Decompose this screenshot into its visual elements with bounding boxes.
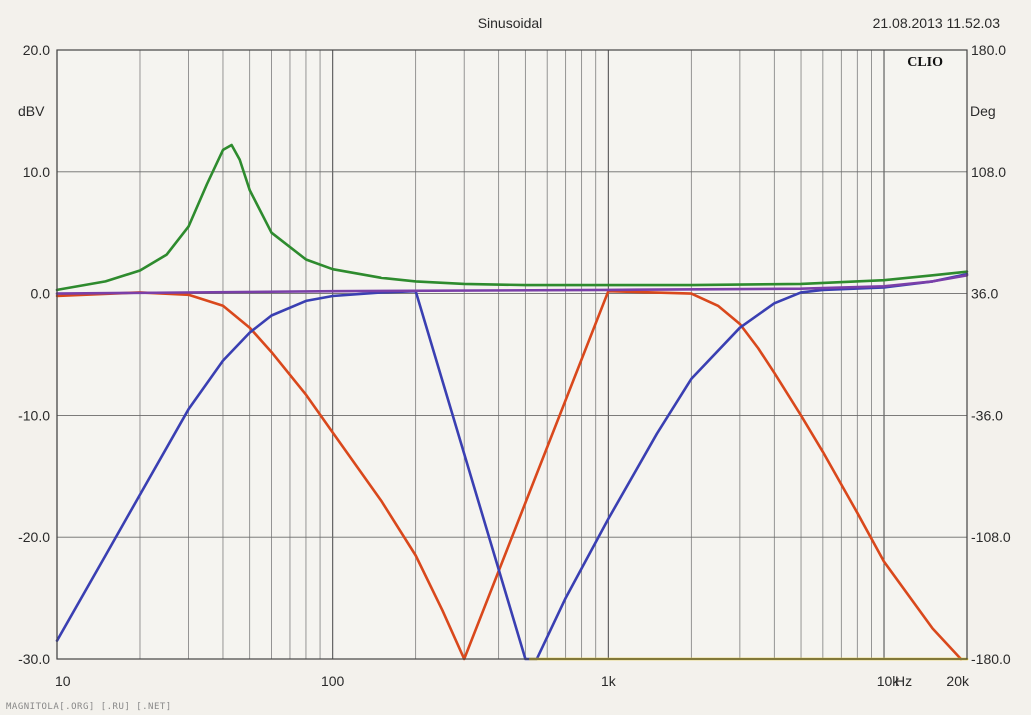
y-tick-label: 10.0	[23, 164, 50, 180]
x-tick-label: 10k	[877, 673, 901, 689]
y-tick-label: 0.0	[31, 286, 51, 302]
y-tick-label: -20.0	[18, 529, 50, 545]
y-axis-label: dBV	[18, 103, 45, 119]
y-tick-label: 20.0	[23, 42, 50, 58]
y-tick-label: -10.0	[18, 407, 50, 423]
y2-tick-label: -180.0	[971, 651, 1011, 667]
plot-area	[57, 50, 967, 659]
y2-axis-label: Deg	[970, 103, 996, 119]
y2-tick-label: 108.0	[971, 164, 1006, 180]
series-line-4	[55, 273, 969, 295]
series-line-2	[55, 289, 963, 661]
watermark-text: MAGNITOLA[.ORG] [.RU] [.NET]	[6, 702, 172, 712]
series-line-1	[55, 143, 969, 292]
y2-tick-label: 36.0	[971, 286, 998, 302]
x-tick-label: 100	[321, 673, 345, 689]
grid	[56, 49, 968, 660]
chart-title: Sinusoidal	[478, 15, 543, 31]
x-tick-label: 1k	[601, 673, 617, 689]
x-tick-label: 20k	[946, 673, 970, 689]
y2-tick-label: 180.0	[971, 42, 1006, 58]
y2-tick-label: -108.0	[971, 529, 1011, 545]
brand-label: CLIO	[907, 55, 943, 70]
x-unit-label: Hz	[895, 673, 912, 689]
plot-frame	[56, 49, 968, 660]
y2-tick-label: -36.0	[971, 407, 1003, 423]
y-tick-label: -30.0	[18, 651, 50, 667]
timestamp: 21.08.2013 11.52.03	[873, 15, 1001, 31]
x-tick-label: 10	[55, 673, 71, 689]
